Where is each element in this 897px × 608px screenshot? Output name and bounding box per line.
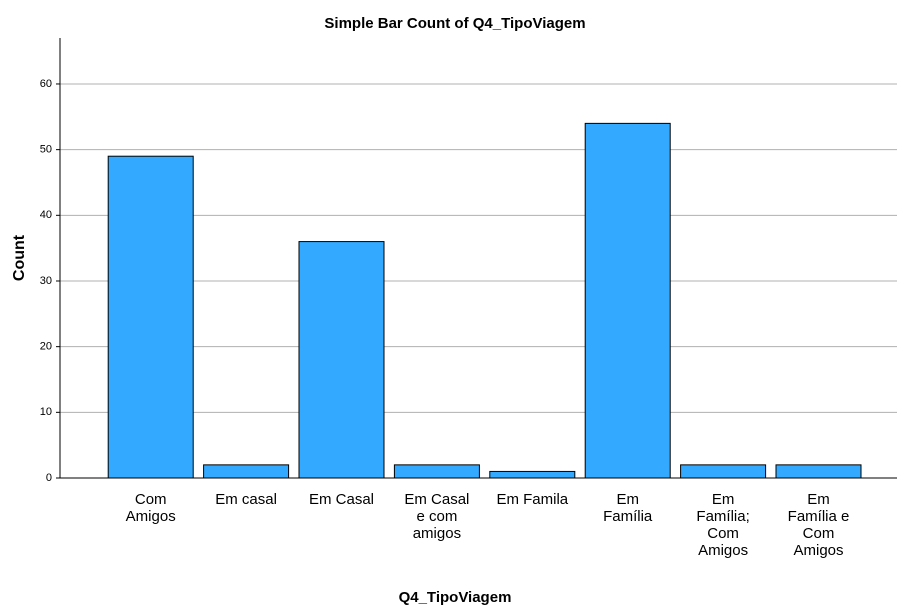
y-axis-label: Count bbox=[11, 234, 28, 281]
x-tick-label: Em Família bbox=[603, 491, 653, 525]
y-tick-label: 50 bbox=[40, 144, 52, 156]
bar bbox=[203, 464, 290, 479]
bar bbox=[584, 122, 671, 479]
x-tick-label: Em Família e Com Amigos bbox=[788, 491, 850, 559]
chart-title: Simple Bar Count of Q4_TipoViagem bbox=[324, 15, 585, 32]
x-axis-label: Q4_TipoViagem bbox=[399, 589, 512, 606]
bar bbox=[393, 464, 480, 479]
y-tick-label: 0 bbox=[46, 472, 52, 484]
x-tick-label: Em Casal e com amigos bbox=[404, 491, 469, 542]
x-tick-label: Com Amigos bbox=[126, 491, 176, 525]
bar bbox=[775, 464, 862, 479]
bar bbox=[107, 155, 194, 479]
y-tick-label: 20 bbox=[40, 341, 52, 353]
x-tick-label: Em Família; Com Amigos bbox=[696, 491, 749, 559]
y-tick-label: 60 bbox=[40, 78, 52, 90]
bar bbox=[489, 470, 576, 479]
y-tick-label: 30 bbox=[40, 275, 52, 287]
y-tick-label: 40 bbox=[40, 209, 52, 221]
bar bbox=[680, 464, 767, 479]
y-tick-label: 10 bbox=[40, 406, 52, 418]
bar bbox=[298, 241, 385, 479]
x-tick-label: Em Famila bbox=[496, 491, 568, 508]
x-tick-label: Em casal bbox=[215, 491, 277, 508]
x-tick-label: Em Casal bbox=[309, 491, 374, 508]
